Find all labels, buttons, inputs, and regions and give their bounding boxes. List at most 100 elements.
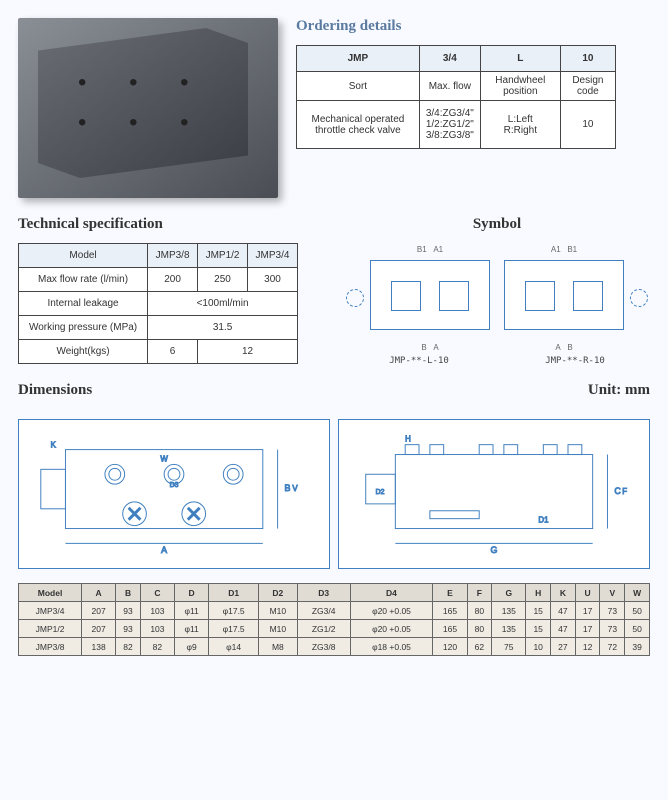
- dim-cell: 80: [467, 620, 492, 638]
- dim-cell: 62: [467, 638, 492, 656]
- symbol-left: [370, 260, 490, 330]
- ord-s2: Handwheel position: [480, 72, 560, 101]
- dim-cell: 17: [575, 620, 600, 638]
- product-image: [18, 18, 278, 198]
- ord-r1: 3/4:ZG3/4" 1/2:ZG1/2" 3/8:ZG3/8": [419, 101, 480, 149]
- dim-cell: 75: [492, 638, 526, 656]
- dim-col: A: [82, 584, 116, 602]
- dim-col: K: [551, 584, 576, 602]
- dim-cell: φ17.5: [209, 602, 259, 620]
- dim-col: H: [526, 584, 551, 602]
- ordering-table: JMP 3/4 L 10 Sort Max. flow Handwheel po…: [296, 45, 616, 149]
- tech-c0: Model: [19, 244, 148, 268]
- dim-cell: 27: [551, 638, 576, 656]
- ordering-section: Ordering details JMP 3/4 L 10 Sort Max. …: [296, 18, 616, 198]
- dim-cell: φ17.5: [209, 620, 259, 638]
- ord-h3: 10: [560, 46, 615, 72]
- svg-text:G: G: [491, 545, 498, 555]
- tech-c3: JMP3/4: [248, 244, 298, 268]
- tech-r1-v: <100ml/min: [148, 292, 298, 316]
- ord-s3: Design code: [560, 72, 615, 101]
- svg-text:D2: D2: [376, 489, 385, 496]
- dim-cell: M8: [258, 638, 297, 656]
- dim-cell: 10: [526, 638, 551, 656]
- dim-cell: JMP1/2: [19, 620, 82, 638]
- symbol-title: Symbol: [344, 216, 650, 233]
- ord-h1: 3/4: [419, 46, 480, 72]
- dim-col: D2: [258, 584, 297, 602]
- tech-r3-0: 6: [148, 340, 198, 364]
- dim-cell: JMP3/4: [19, 602, 82, 620]
- dim-cell: 72: [600, 638, 625, 656]
- tech-r0-0: 200: [148, 268, 198, 292]
- dim-cell: 47: [551, 620, 576, 638]
- dim-drawing-left: A B W D3 K V: [18, 419, 330, 569]
- dim-col: D3: [297, 584, 350, 602]
- gear-icon: [630, 289, 648, 307]
- dim-cell: M10: [258, 602, 297, 620]
- dim-cell: 120: [433, 638, 467, 656]
- dim-cell: 80: [467, 602, 492, 620]
- dim-cell: φ9: [174, 638, 208, 656]
- dim-cell: 73: [600, 602, 625, 620]
- sym-cap-r: JMP-**-R-10: [500, 356, 650, 366]
- ord-s1: Max. flow: [419, 72, 480, 101]
- dim-col: D4: [350, 584, 433, 602]
- dim-cell: φ11: [174, 620, 208, 638]
- dim-cell: 135: [492, 602, 526, 620]
- dim-col: G: [492, 584, 526, 602]
- tech-r2-v: 31.5: [148, 316, 298, 340]
- dim-col: W: [625, 584, 650, 602]
- dimensions-table: ModelABCDD1D2D3D4EFGHKUVW JMP3/420793103…: [18, 583, 650, 656]
- dim-cell: φ18 +0.05: [350, 638, 433, 656]
- dim-drawing-right: D1 G C F H D2: [338, 419, 650, 569]
- dim-cell: 138: [82, 638, 116, 656]
- ord-r2: L:Left R:Right: [480, 101, 560, 149]
- dim-cell: 165: [433, 620, 467, 638]
- dim-cell: 82: [116, 638, 141, 656]
- svg-text:V: V: [292, 484, 298, 493]
- tech-c1: JMP3/8: [148, 244, 198, 268]
- svg-text:B: B: [285, 483, 291, 493]
- tech-c2: JMP1/2: [198, 244, 248, 268]
- tech-title: Technical specification: [18, 216, 314, 233]
- dim-cell: φ11: [174, 602, 208, 620]
- dim-cell: φ20 +0.05: [350, 602, 433, 620]
- dim-cell: φ20 +0.05: [350, 620, 433, 638]
- symbol-section: Symbol B1 A1 B A JMP-**-L-10 A1 B1: [344, 216, 650, 366]
- ord-s0: Sort: [297, 72, 420, 101]
- ordering-title: Ordering details: [296, 18, 616, 35]
- dim-col: U: [575, 584, 600, 602]
- ord-h0: JMP: [297, 46, 420, 72]
- ord-r0: Mechanical operated throttle check valve: [297, 101, 420, 149]
- dim-cell: 165: [433, 602, 467, 620]
- dim-cell: 73: [600, 620, 625, 638]
- dim-cell: 17: [575, 602, 600, 620]
- svg-text:C: C: [614, 486, 621, 496]
- dim-cell: ZG3/4: [297, 602, 350, 620]
- tech-section: Technical specification Model JMP3/8 JMP…: [18, 216, 314, 366]
- dim-cell: ZG3/8: [297, 638, 350, 656]
- dim-drawings: A B W D3 K V D1 G C F H D2: [18, 419, 650, 569]
- svg-text:D3: D3: [170, 482, 179, 489]
- dim-cell: 15: [526, 602, 551, 620]
- dim-cell: 39: [625, 638, 650, 656]
- tech-r3-l: Weight(kgs): [19, 340, 148, 364]
- dim-col: C: [140, 584, 174, 602]
- dim-cell: φ14: [209, 638, 259, 656]
- svg-text:W: W: [160, 454, 168, 463]
- tech-r3-2: 12: [198, 340, 298, 364]
- dim-col: D: [174, 584, 208, 602]
- dim-unit: Unit: mm: [588, 382, 650, 399]
- svg-text:F: F: [622, 487, 627, 496]
- dim-cell: ZG1/2: [297, 620, 350, 638]
- dim-cell: 103: [140, 602, 174, 620]
- dim-title: Dimensions: [18, 382, 92, 399]
- tech-table: Model JMP3/8 JMP1/2 JMP3/4 Max flow rate…: [18, 243, 298, 364]
- dim-cell: 82: [140, 638, 174, 656]
- dim-cell: 93: [116, 620, 141, 638]
- tech-r1-l: Internal leakage: [19, 292, 148, 316]
- gear-icon: [346, 289, 364, 307]
- tech-r2-l: Working pressure (MPa): [19, 316, 148, 340]
- dim-cell: 15: [526, 620, 551, 638]
